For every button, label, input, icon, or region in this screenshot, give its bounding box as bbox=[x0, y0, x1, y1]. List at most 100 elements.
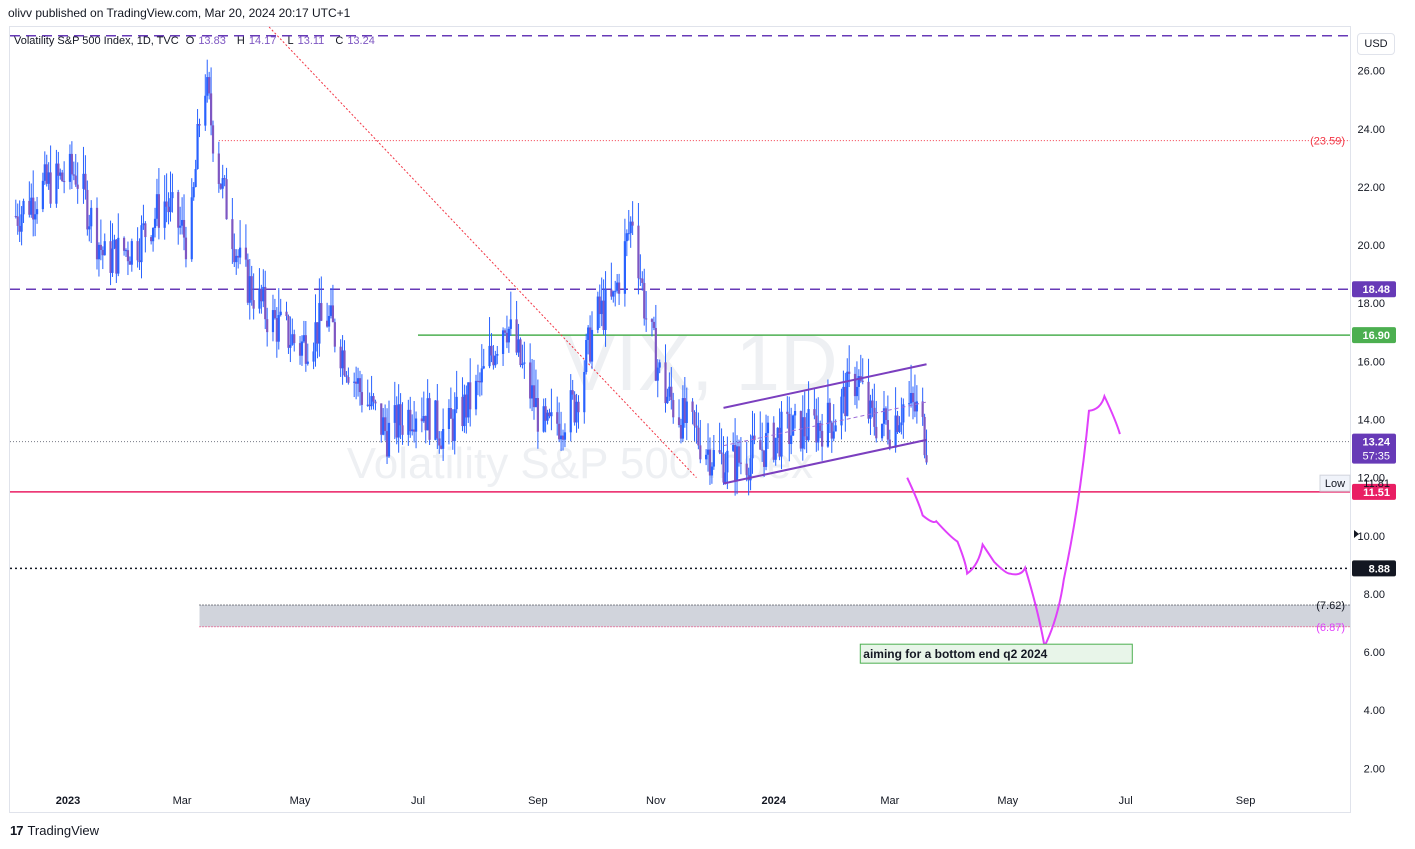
candle-body bbox=[548, 412, 551, 417]
candle-body bbox=[739, 462, 743, 464]
candle-body bbox=[239, 247, 242, 258]
candle-body bbox=[264, 286, 267, 320]
chart-frame bbox=[9, 26, 1351, 813]
candle-body bbox=[144, 223, 147, 238]
candle-body bbox=[575, 401, 578, 423]
candle-body bbox=[803, 417, 806, 437]
candle-body bbox=[97, 244, 101, 260]
candle-body bbox=[509, 319, 512, 329]
candle-body bbox=[90, 207, 93, 227]
candle-body bbox=[198, 123, 201, 126]
time-tick-label: May bbox=[997, 795, 1018, 807]
candle-body bbox=[115, 239, 118, 274]
candle-body bbox=[650, 319, 654, 322]
candle-body bbox=[428, 398, 431, 440]
candle-body bbox=[223, 178, 226, 180]
candle-body bbox=[374, 401, 377, 404]
candle-body bbox=[225, 179, 228, 220]
badge-8-88: 8.88 bbox=[1369, 563, 1390, 575]
candle-body bbox=[790, 435, 793, 445]
candle-body bbox=[169, 198, 172, 213]
candle-body bbox=[869, 400, 872, 419]
candle-body bbox=[503, 330, 507, 333]
candle-body bbox=[588, 327, 592, 362]
candle-body bbox=[320, 303, 323, 321]
candle-body bbox=[724, 472, 727, 483]
candle-body bbox=[600, 300, 603, 315]
candle-body bbox=[911, 392, 915, 403]
candle-body bbox=[235, 255, 238, 263]
candle-body bbox=[138, 260, 141, 263]
candle-body bbox=[20, 214, 23, 232]
candle-body bbox=[447, 408, 451, 429]
candle-body bbox=[902, 404, 905, 423]
candle-body bbox=[853, 373, 857, 397]
candle-body bbox=[909, 392, 913, 404]
candle-body bbox=[300, 341, 304, 356]
price-tick-label: 10.00 bbox=[1357, 531, 1385, 543]
currency-button[interactable]: USD bbox=[1357, 33, 1395, 55]
candle-body bbox=[921, 401, 924, 417]
candle-body bbox=[590, 329, 594, 362]
candle-body bbox=[111, 248, 114, 273]
candle-body bbox=[596, 296, 599, 330]
candle-body bbox=[252, 300, 255, 309]
scroll-arrow-icon[interactable] bbox=[1354, 529, 1359, 538]
candle-body bbox=[542, 406, 545, 432]
tradingview-logo-icon: 17 bbox=[10, 823, 24, 838]
candle-body bbox=[45, 164, 48, 184]
candle-body bbox=[925, 455, 928, 463]
candle-body bbox=[699, 445, 702, 460]
candle-body bbox=[109, 241, 112, 273]
candle-body bbox=[258, 288, 261, 309]
candle-body bbox=[304, 335, 307, 364]
candle-body bbox=[670, 386, 673, 401]
candle-body bbox=[857, 376, 860, 387]
candle-body bbox=[519, 339, 522, 366]
candle-body bbox=[18, 225, 21, 232]
candle-body bbox=[68, 153, 72, 182]
badge-11-51: 11.51 bbox=[1363, 487, 1390, 499]
candle-body bbox=[356, 378, 360, 384]
annotation-box[interactable] bbox=[859, 643, 1133, 664]
candle-body bbox=[467, 382, 470, 418]
candle-body bbox=[867, 381, 870, 419]
candle-body bbox=[221, 178, 224, 189]
price-tick-label: 18.00 bbox=[1357, 298, 1385, 310]
candle-body bbox=[266, 319, 269, 333]
candle-body bbox=[397, 404, 400, 438]
candle-body bbox=[585, 339, 588, 372]
candle-body bbox=[61, 172, 64, 182]
candle-body bbox=[368, 404, 371, 407]
candle-body bbox=[536, 398, 539, 432]
candle-body bbox=[358, 378, 362, 393]
candle-body bbox=[273, 310, 277, 319]
candle-body bbox=[451, 418, 454, 441]
candle-body bbox=[842, 386, 845, 397]
candle-body bbox=[732, 444, 735, 451]
candle-body bbox=[179, 225, 182, 228]
candle-body bbox=[74, 175, 77, 185]
candle-body bbox=[177, 192, 180, 228]
candle-body bbox=[846, 371, 849, 417]
candle-body bbox=[209, 93, 213, 126]
candle-body bbox=[461, 396, 464, 427]
candle-body bbox=[326, 320, 329, 327]
badge-16-90: 16.90 bbox=[1362, 330, 1390, 342]
candle-body bbox=[759, 440, 762, 450]
time-tick-label: Sep bbox=[1236, 795, 1256, 807]
channel-upper-line bbox=[723, 363, 927, 409]
candle-body bbox=[285, 311, 288, 317]
candle-body bbox=[882, 408, 886, 424]
candle-body bbox=[631, 221, 634, 226]
candle-body bbox=[414, 418, 418, 432]
candle-body bbox=[871, 400, 874, 408]
candle-body bbox=[393, 405, 396, 423]
candle-body bbox=[844, 386, 847, 417]
candle-body bbox=[424, 416, 427, 431]
candle-body bbox=[76, 184, 79, 189]
candle-body bbox=[180, 219, 184, 226]
candle-body bbox=[360, 392, 364, 405]
candle-body bbox=[550, 412, 553, 417]
